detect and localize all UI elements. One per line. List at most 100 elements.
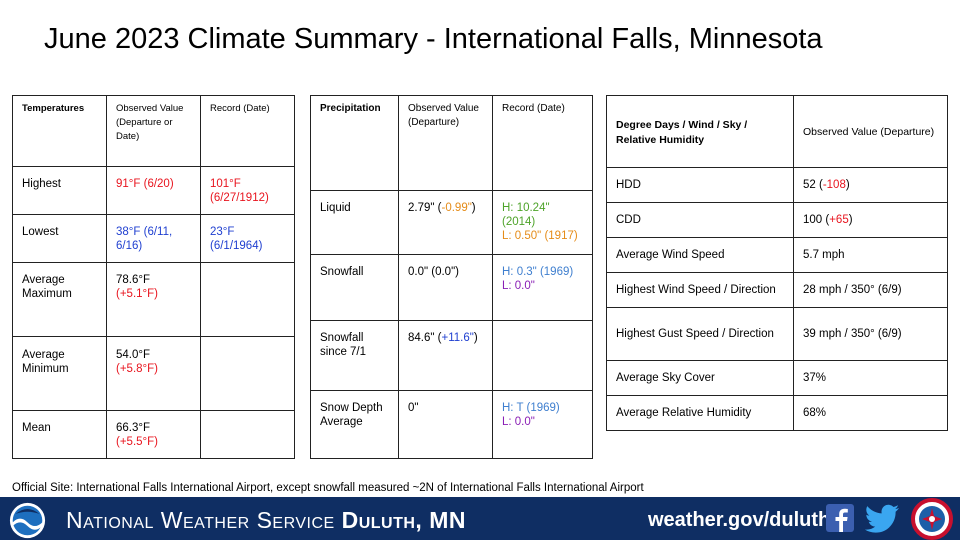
noaa-logo-icon bbox=[9, 502, 46, 539]
precipitation-header-label: Precipitation bbox=[310, 95, 399, 191]
record-value bbox=[200, 262, 295, 337]
degree-header-observed: Observed Value (Departure) bbox=[793, 95, 948, 168]
observed-value: 38°F (6/11, 6/16) bbox=[106, 214, 201, 263]
table-row: Highest Gust Speed / Direction 39 mph / … bbox=[606, 307, 948, 361]
table-row: CDD 100 (+65) bbox=[606, 202, 948, 238]
nws-office: Duluth, MN bbox=[341, 507, 466, 533]
observed-value: 28 mph / 350° (6/9) bbox=[793, 272, 948, 308]
row-label: Average Wind Speed bbox=[606, 237, 794, 273]
row-label: Average Minimum bbox=[12, 336, 107, 411]
row-label: Snowfall bbox=[310, 254, 399, 321]
observed-value: 66.3°F (+5.5°F) bbox=[106, 410, 201, 459]
observed-value: 54.0°F (+5.8°F) bbox=[106, 336, 201, 411]
observed-value: 91°F (6/20) bbox=[106, 166, 201, 215]
observed-number: 66.3°F bbox=[116, 422, 151, 434]
table-header-row: Degree Days / Wind / Sky / Relative Humi… bbox=[606, 95, 948, 168]
precipitation-header-observed: Observed Value (Departure) bbox=[398, 95, 493, 191]
observed-value: 78.6°F (+5.1°F) bbox=[106, 262, 201, 337]
record-value: 101°F (6/27/1912) bbox=[200, 166, 295, 215]
nws-prefix: National Weather Service bbox=[66, 507, 335, 533]
observed-number: 2.79" bbox=[408, 202, 435, 214]
record-value bbox=[492, 320, 593, 391]
table-row: Average Wind Speed 5.7 mph bbox=[606, 237, 948, 273]
observed-value: 0" bbox=[398, 390, 493, 459]
facebook-icon[interactable] bbox=[826, 504, 854, 532]
observed-departure: -0.99" bbox=[441, 202, 472, 214]
nws-office-title: National Weather Service Duluth, MN bbox=[66, 505, 466, 535]
row-label: Lowest bbox=[12, 214, 107, 263]
table-header-row: Temperatures Observed Value (Departure o… bbox=[12, 95, 295, 167]
record-value bbox=[200, 410, 295, 459]
temperatures-table: Temperatures Observed Value (Departure o… bbox=[12, 95, 295, 459]
observed-value: 5.7 mph bbox=[793, 237, 948, 273]
record-high: H: T (1969) bbox=[502, 402, 560, 414]
observed-value: 39 mph / 350° (6/9) bbox=[793, 307, 948, 361]
table-row: Highest Wind Speed / Direction 28 mph / … bbox=[606, 272, 948, 308]
row-label: Highest Gust Speed / Direction bbox=[606, 307, 794, 361]
table-header-row: Precipitation Observed Value (Departure)… bbox=[310, 95, 593, 191]
table-row: Mean 66.3°F (+5.5°F) bbox=[12, 410, 295, 459]
precipitation-header-record: Record (Date) bbox=[492, 95, 593, 191]
record-value bbox=[200, 336, 295, 411]
observed-value: 37% bbox=[793, 360, 948, 396]
record-high: H: 0.3" (1969) bbox=[502, 266, 574, 278]
row-label: Average Sky Cover bbox=[606, 360, 794, 396]
record-low: L: 0.0" bbox=[502, 416, 535, 428]
temperatures-header-label: Temperatures bbox=[12, 95, 107, 167]
twitter-icon[interactable] bbox=[864, 504, 900, 534]
row-label: Highest bbox=[12, 166, 107, 215]
record-value: H: 0.3" (1969) L: 0.0" bbox=[492, 254, 593, 321]
observed-departure: (+5.8°F) bbox=[116, 363, 158, 375]
row-label: Mean bbox=[12, 410, 107, 459]
record-value: H: 10.24" (2014) L: 0.50" (1917) bbox=[492, 190, 593, 255]
footnote: Official Site: International Falls Inter… bbox=[12, 482, 644, 494]
record-high: H: 10.24" (2014) bbox=[502, 202, 550, 228]
table-row: Average Maximum 78.6°F (+5.1°F) bbox=[12, 262, 295, 337]
observed-departure: (+5.5°F) bbox=[116, 436, 158, 448]
table-row: Liquid 2.79" (-0.99") H: 10.24" (2014) L:… bbox=[310, 190, 593, 255]
table-row: Snowfall 0.0" (0.0") H: 0.3" (1969) L: 0.… bbox=[310, 254, 593, 321]
observed-departure: (+5.1°F) bbox=[116, 288, 158, 300]
row-label: Snow Depth Average bbox=[310, 390, 399, 459]
record-low: L: 0.0" bbox=[502, 280, 535, 292]
row-label: CDD bbox=[606, 202, 794, 238]
degree-header-label: Degree Days / Wind / Sky / Relative Humi… bbox=[606, 95, 794, 168]
row-label: Highest Wind Speed / Direction bbox=[606, 272, 794, 308]
record-value: 23°F (6/1/1964) bbox=[200, 214, 295, 263]
page-title: June 2023 Climate Summary - Internationa… bbox=[44, 23, 823, 55]
observed-value: 52 (-108) bbox=[793, 167, 948, 203]
table-row: Snow Depth Average 0" H: T (1969) L: 0.0" bbox=[310, 390, 593, 459]
observed-value: 84.6" (+11.6") bbox=[398, 320, 493, 391]
table-row: Lowest 38°F (6/11, 6/16) 23°F (6/1/1964) bbox=[12, 214, 295, 263]
row-label: Liquid bbox=[310, 190, 399, 255]
observed-number: 78.6°F bbox=[116, 274, 151, 286]
observed-value: 0.0" (0.0") bbox=[398, 254, 493, 321]
table-row: Highest 91°F (6/20) 101°F (6/27/1912) bbox=[12, 166, 295, 215]
observed-value: 68% bbox=[793, 395, 948, 431]
observed-value: 100 (+65) bbox=[793, 202, 948, 238]
record-low: L: 0.50" (1917) bbox=[502, 230, 578, 242]
observed-number: 54.0°F bbox=[116, 349, 151, 361]
website-link[interactable]: weather.gov/duluth bbox=[648, 509, 831, 531]
observed-value: 2.79" (-0.99") bbox=[398, 190, 493, 255]
precipitation-table: Precipitation Observed Value (Departure)… bbox=[310, 95, 593, 459]
observed-number: 100 bbox=[803, 214, 823, 226]
table-row: Snowfall since 7/1 84.6" (+11.6") bbox=[310, 320, 593, 391]
record-value: H: T (1969) L: 0.0" bbox=[492, 390, 593, 459]
observed-departure: +11.6" bbox=[441, 332, 474, 344]
nws-logo-icon bbox=[911, 498, 953, 540]
table-row: Average Sky Cover 37% bbox=[606, 360, 948, 396]
table-row: HDD 52 (-108) bbox=[606, 167, 948, 203]
observed-departure: -108 bbox=[822, 179, 846, 191]
row-label: Average Maximum bbox=[12, 262, 107, 337]
temperatures-header-record: Record (Date) bbox=[200, 95, 295, 167]
table-row: Average Relative Humidity 68% bbox=[606, 395, 948, 431]
footer-banner bbox=[0, 497, 960, 540]
observed-departure: +65 bbox=[829, 214, 849, 226]
degree-days-table: Degree Days / Wind / Sky / Relative Humi… bbox=[606, 95, 948, 431]
temperatures-header-observed: Observed Value (Departure or Date) bbox=[106, 95, 201, 167]
row-label: Average Relative Humidity bbox=[606, 395, 794, 431]
row-label: Snowfall since 7/1 bbox=[310, 320, 399, 391]
row-label: HDD bbox=[606, 167, 794, 203]
observed-number: 52 bbox=[803, 179, 816, 191]
